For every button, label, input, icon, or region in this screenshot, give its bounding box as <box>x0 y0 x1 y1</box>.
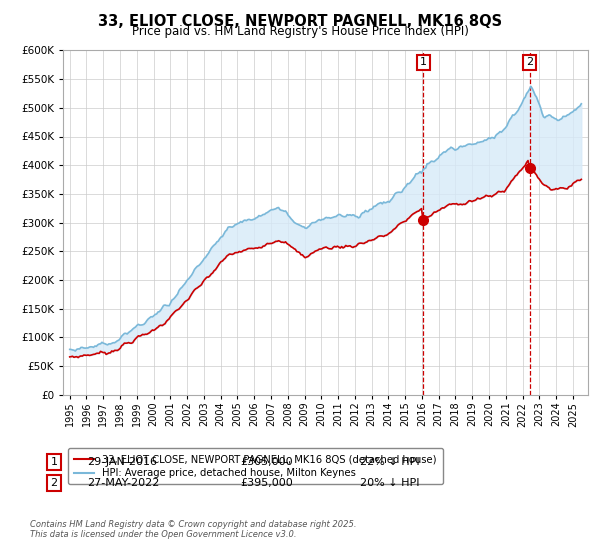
Legend: 33, ELIOT CLOSE, NEWPORT PAGNELL, MK16 8QS (detached house), HPI: Average price,: 33, ELIOT CLOSE, NEWPORT PAGNELL, MK16 8… <box>68 448 443 484</box>
Text: 20% ↓ HPI: 20% ↓ HPI <box>360 478 419 488</box>
Text: £305,000: £305,000 <box>240 457 293 467</box>
Text: 1: 1 <box>420 58 427 67</box>
Text: £395,000: £395,000 <box>240 478 293 488</box>
Text: 1: 1 <box>50 457 58 467</box>
Text: 2: 2 <box>50 478 58 488</box>
Text: 2: 2 <box>526 58 533 67</box>
Text: 33, ELIOT CLOSE, NEWPORT PAGNELL, MK16 8QS: 33, ELIOT CLOSE, NEWPORT PAGNELL, MK16 8… <box>98 14 502 29</box>
Text: 22% ↓ HPI: 22% ↓ HPI <box>360 457 419 467</box>
Text: Contains HM Land Registry data © Crown copyright and database right 2025.
This d: Contains HM Land Registry data © Crown c… <box>30 520 356 539</box>
Text: Price paid vs. HM Land Registry's House Price Index (HPI): Price paid vs. HM Land Registry's House … <box>131 25 469 38</box>
Text: 27-MAY-2022: 27-MAY-2022 <box>87 478 160 488</box>
Text: 29-JAN-2016: 29-JAN-2016 <box>87 457 157 467</box>
